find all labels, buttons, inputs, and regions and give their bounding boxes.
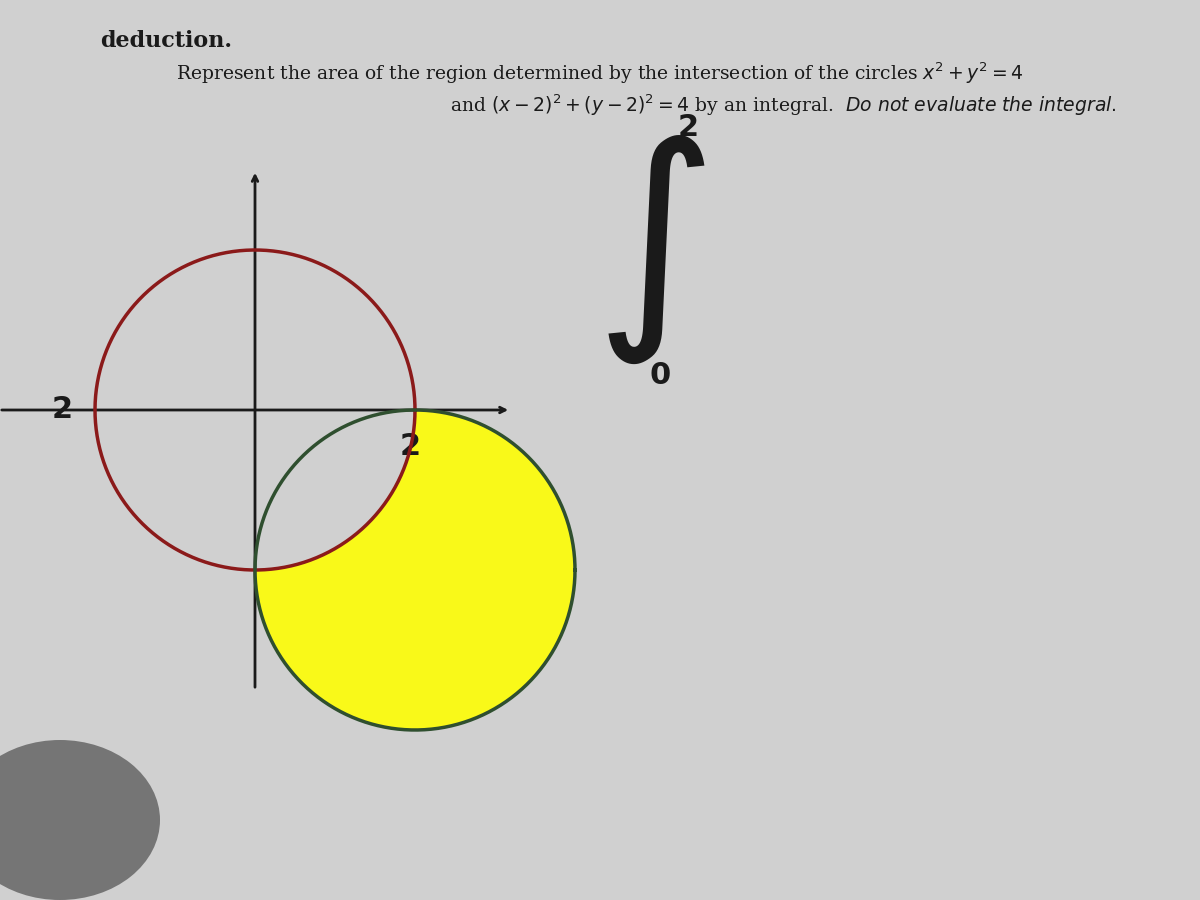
Text: 2: 2 xyxy=(52,395,73,425)
Text: 0: 0 xyxy=(649,361,671,390)
Text: 2: 2 xyxy=(400,432,420,461)
Ellipse shape xyxy=(0,740,160,900)
Text: Represent the area of the region determined by the intersection of the circles $: Represent the area of the region determi… xyxy=(176,60,1024,86)
Text: 2: 2 xyxy=(678,113,698,142)
Text: deduction.: deduction. xyxy=(100,30,232,52)
Text: $\int$: $\int$ xyxy=(594,134,706,366)
Text: and $(x - 2)^2 + (y - 2)^2 = 4$ by an integral.  $\mathit{Do\ not\ evaluate\ the: and $(x - 2)^2 + (y - 2)^2 = 4$ by an in… xyxy=(450,92,1117,118)
Polygon shape xyxy=(256,410,575,730)
